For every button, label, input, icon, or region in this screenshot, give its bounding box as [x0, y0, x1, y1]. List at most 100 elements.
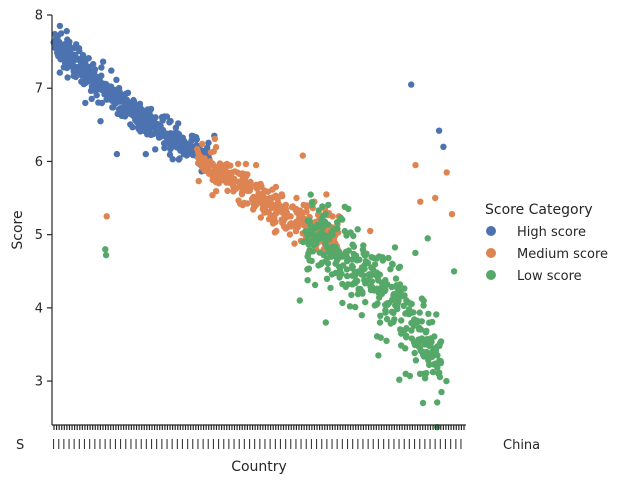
data-point-low-score: [102, 246, 109, 253]
data-point-high-score: [163, 113, 171, 120]
data-point-medium-score: [286, 231, 294, 238]
data-point-low-score: [398, 317, 405, 324]
data-point-high-score: [82, 99, 89, 107]
data-point-high-score: [90, 60, 97, 68]
x-tick-label-glyph: [192, 439, 194, 449]
data-point-low-score: [425, 310, 432, 317]
x-tick-label-glyph: [357, 439, 359, 449]
x-tick-label-glyph: [166, 439, 168, 449]
data-point-high-score: [98, 72, 105, 79]
x-tick-label-glyph: [352, 439, 354, 449]
data-point-low-score: [434, 364, 441, 371]
data-point-high-score: [56, 69, 63, 76]
data-point-low-score: [352, 303, 359, 311]
data-point-low-score: [389, 260, 396, 268]
data-point-low-score: [394, 305, 401, 313]
x-tick-labels-overlap: [53, 439, 462, 449]
data-point-low-score: [417, 326, 425, 333]
data-point-low-score: [349, 263, 356, 271]
data-point-low-score: [433, 311, 440, 318]
data-point-low-score: [412, 357, 420, 364]
data-point-low-score: [359, 290, 366, 297]
y-tick-label: 5: [35, 228, 43, 243]
data-point-high-score: [147, 105, 155, 113]
x-tick-label-glyph: [104, 439, 106, 449]
data-point-high-score: [130, 98, 138, 105]
data-point-low-score: [344, 281, 352, 288]
x-tick-label-glyph: [212, 439, 214, 449]
data-point-low-score: [300, 238, 307, 246]
data-point-high-score: [113, 76, 120, 84]
x-tick-label-glyph: [202, 439, 204, 449]
x-tick-label-glyph: [305, 439, 307, 449]
axes-layer: 3 4 5 6 7 8 S China: [16, 9, 540, 454]
data-point-medium-score: [242, 160, 250, 168]
data-point-medium-score: [417, 198, 424, 205]
data-point-medium-score: [299, 152, 306, 159]
data-point-low-score: [324, 260, 332, 267]
data-point-low-score: [385, 254, 392, 262]
x-tick-label-glyph: [290, 439, 292, 449]
x-tick-label-glyph: [94, 439, 96, 449]
data-point-low-score: [346, 303, 354, 310]
data-point-high-score: [435, 127, 443, 134]
x-tick-label-glyph: [135, 439, 137, 449]
data-point-low-score: [334, 225, 341, 232]
x-tick-label-glyph: [120, 439, 122, 449]
data-point-high-score: [169, 156, 176, 163]
x-tick-label-glyph: [414, 439, 416, 449]
data-point-low-score: [402, 370, 409, 377]
data-point-medium-score: [227, 162, 234, 169]
data-point-medium-score: [244, 200, 251, 207]
data-point-high-score: [175, 120, 182, 127]
data-point-low-score: [418, 318, 425, 325]
data-point-high-score: [124, 89, 132, 97]
x-tick-label-glyph: [377, 439, 379, 449]
data-point-high-score: [129, 124, 136, 131]
x-tick-label-glyph: [197, 439, 199, 449]
data-point-low-score: [358, 312, 365, 319]
data-point-low-score: [339, 216, 346, 223]
data-point-low-score: [428, 338, 435, 346]
data-point-low-score: [443, 377, 450, 385]
data-point-high-score: [79, 52, 87, 59]
data-point-low-score: [312, 239, 320, 247]
legend-title: Score Category: [485, 202, 593, 218]
x-tick-label-glyph: [321, 439, 323, 449]
data-point-low-score: [311, 281, 319, 289]
data-point-low-score: [375, 352, 382, 359]
data-point-medium-score: [274, 196, 281, 203]
data-point-low-score: [379, 257, 387, 264]
x-tick-label-glyph: [176, 439, 178, 449]
x-tick-label-glyph: [408, 439, 410, 449]
data-point-high-score: [440, 143, 447, 150]
x-tick-label-glyph: [53, 439, 55, 449]
data-point-medium-score: [282, 205, 289, 213]
data-point-medium-score: [224, 187, 231, 194]
data-point-low-score: [368, 278, 376, 285]
data-point-low-score: [354, 277, 361, 285]
data-point-high-score: [56, 22, 64, 30]
x-tick-label-glyph: [444, 439, 446, 449]
data-point-low-score: [408, 300, 415, 308]
x-tick-label-glyph: [161, 439, 163, 449]
x-tick-label-glyph: [455, 439, 457, 449]
data-point-low-score: [396, 281, 404, 288]
x-tick-label-glyph: [295, 439, 297, 449]
data-point-high-score: [98, 64, 105, 71]
y-tick-label: 7: [35, 82, 43, 97]
data-point-medium-score: [287, 213, 294, 220]
data-point-low-score: [391, 316, 398, 323]
data-point-high-score: [88, 95, 95, 103]
x-tick-label-glyph: [83, 439, 85, 449]
data-point-low-score: [332, 243, 339, 250]
data-point-low-score: [418, 335, 426, 342]
data-point-low-score: [323, 275, 331, 282]
data-point-high-score: [63, 27, 70, 35]
data-point-low-score: [388, 283, 395, 291]
data-point-low-score: [304, 277, 311, 284]
x-tick-label-glyph: [218, 439, 220, 449]
data-point-low-score: [416, 309, 423, 316]
data-point-medium-score: [212, 188, 220, 195]
x-tick-label-glyph: [233, 439, 235, 449]
